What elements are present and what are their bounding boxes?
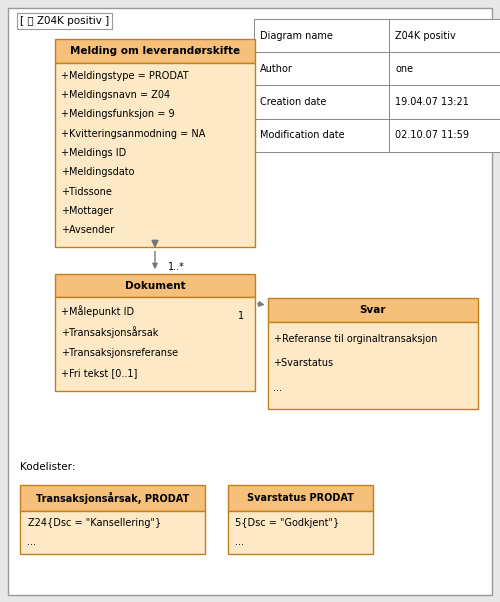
Text: ...: ...	[274, 383, 282, 393]
Text: +Meldingstype = PRODAT: +Meldingstype = PRODAT	[61, 70, 188, 81]
Text: Svar: Svar	[359, 305, 386, 315]
Bar	[55, 297, 255, 391]
Text: +Svarstatus: +Svarstatus	[274, 358, 334, 368]
Text: [ 图 Z04K positiv ]: [ 图 Z04K positiv ]	[20, 16, 109, 26]
Text: +Meldings ID: +Meldings ID	[61, 148, 126, 158]
Text: Transaksjonsårsak, PRODAT: Transaksjonsårsak, PRODAT	[36, 492, 189, 504]
Bar	[55, 39, 255, 63]
Text: Diagram name: Diagram name	[260, 31, 333, 41]
Bar	[254, 85, 389, 119]
Text: +Meldingsnavn = Z04: +Meldingsnavn = Z04	[61, 90, 170, 100]
Text: ...: ...	[235, 537, 244, 547]
Text: ...: ...	[28, 537, 36, 547]
Text: Dokument: Dokument	[124, 281, 186, 291]
Bar	[254, 119, 389, 152]
Text: Modification date: Modification date	[260, 130, 344, 140]
Bar	[389, 119, 500, 152]
Bar	[389, 19, 500, 52]
Text: Z24{Dsc = "Kansellering"}: Z24{Dsc = "Kansellering"}	[28, 518, 161, 528]
Text: Svarstatus PRODAT: Svarstatus PRODAT	[246, 493, 354, 503]
Text: 1: 1	[238, 311, 244, 321]
Text: Creation date: Creation date	[260, 97, 326, 107]
Text: +Meldingsfunksjon = 9: +Meldingsfunksjon = 9	[61, 110, 174, 119]
Bar	[55, 63, 255, 247]
Text: +Kvitteringsanmodning = NA: +Kvitteringsanmodning = NA	[61, 129, 206, 138]
Text: 19.04.07 13:21: 19.04.07 13:21	[395, 97, 469, 107]
Text: +Tidssone: +Tidssone	[61, 187, 112, 197]
Bar	[268, 323, 478, 409]
Text: 1..*: 1..*	[168, 262, 184, 272]
Bar	[254, 52, 389, 85]
Bar	[55, 274, 255, 297]
Bar	[228, 511, 372, 554]
Text: +Transaksjonsreferanse: +Transaksjonsreferanse	[61, 348, 178, 358]
Text: Z04K positiv: Z04K positiv	[395, 31, 456, 41]
Text: Author: Author	[260, 64, 293, 74]
Text: +Referanse til orginaltransaksjon: +Referanse til orginaltransaksjon	[274, 334, 437, 344]
Text: +Meldingsdato: +Meldingsdato	[61, 167, 134, 178]
Text: +Mottager: +Mottager	[61, 206, 113, 216]
Bar	[389, 52, 500, 85]
Text: one: one	[395, 64, 413, 74]
Text: Melding om leverandørskifte: Melding om leverandørskifte	[70, 46, 240, 56]
Bar	[268, 298, 478, 323]
Text: +Målepunkt ID: +Målepunkt ID	[61, 305, 134, 317]
Bar	[20, 485, 205, 511]
Polygon shape	[152, 240, 158, 247]
Text: 5{Dsc = "Godkjent"}: 5{Dsc = "Godkjent"}	[235, 518, 339, 528]
Text: +Avsender: +Avsender	[61, 225, 114, 235]
Bar	[228, 485, 372, 511]
Text: +Fri tekst [0..1]: +Fri tekst [0..1]	[61, 368, 138, 379]
Text: 02.10.07 11:59: 02.10.07 11:59	[395, 130, 469, 140]
Text: Kodelister:: Kodelister:	[20, 462, 76, 471]
Bar	[389, 85, 500, 119]
Bar	[20, 511, 205, 554]
Bar	[254, 19, 389, 52]
Text: +Transaksjonsårsak: +Transaksjonsårsak	[61, 326, 158, 338]
